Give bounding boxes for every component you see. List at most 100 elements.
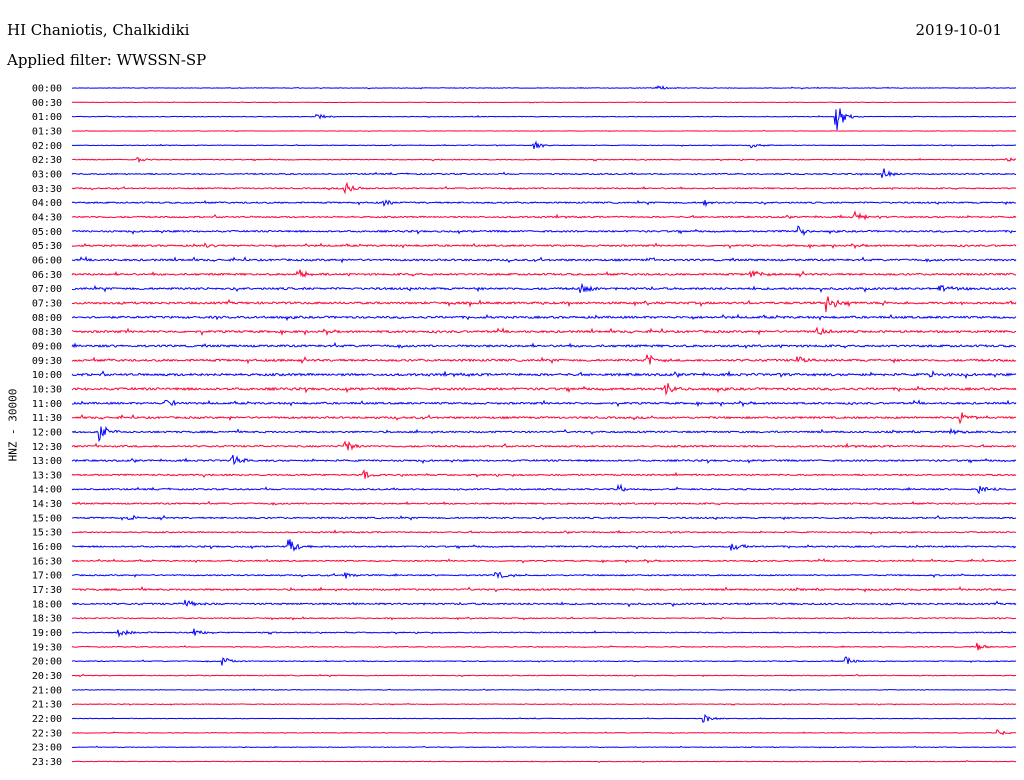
- trace-2200: [71, 713, 1017, 723]
- trace-1130: [71, 412, 1017, 425]
- row-label-2030: 20:30: [32, 671, 62, 682]
- trace-0430: [71, 210, 1017, 221]
- trace-1600: [71, 539, 1017, 552]
- filter-label: Applied filter: WWSSN-SP: [7, 51, 207, 69]
- seismic-traces: [71, 85, 1017, 764]
- row-label-1930: 19:30: [32, 642, 62, 653]
- row-label-1830: 18:30: [32, 614, 62, 625]
- row-label-1530: 15:30: [32, 528, 62, 539]
- trace-1830: [71, 616, 1017, 621]
- trace-1030: [71, 383, 1017, 396]
- row-label-2200: 22:00: [32, 714, 62, 725]
- row-label-1630: 16:30: [32, 556, 62, 567]
- row-label-1330: 13:30: [32, 470, 62, 481]
- trace-0830: [71, 326, 1017, 337]
- row-label-1500: 15:00: [32, 513, 62, 524]
- row-label-1700: 17:00: [32, 571, 62, 582]
- row-label-0830: 08:30: [32, 327, 62, 338]
- trace-0400: [71, 199, 1017, 208]
- trace-1430: [71, 500, 1017, 506]
- trace-1500: [71, 514, 1017, 521]
- trace-1330: [71, 469, 1017, 479]
- row-label-2000: 20:00: [32, 657, 62, 668]
- trace-2230: [71, 729, 1017, 736]
- row-label-0130: 01:30: [32, 126, 62, 137]
- row-label-1900: 19:00: [32, 628, 62, 639]
- row-label-0930: 09:30: [32, 356, 62, 367]
- row-label-0330: 03:30: [32, 184, 62, 195]
- trace-0900: [71, 341, 1017, 350]
- trace-1200: [71, 425, 1017, 443]
- row-label-2100: 21:00: [32, 685, 62, 696]
- trace-1930: [71, 642, 1017, 651]
- row-label-0700: 07:00: [32, 284, 62, 295]
- trace-1400: [71, 483, 1017, 495]
- trace-0800: [71, 313, 1017, 322]
- row-label-0200: 02:00: [32, 141, 62, 152]
- trace-0930: [71, 354, 1017, 365]
- row-label-0100: 01:00: [32, 112, 62, 123]
- row-label-0730: 07:30: [32, 298, 62, 309]
- trace-2100: [71, 688, 1017, 692]
- row-label-2230: 22:30: [32, 728, 62, 739]
- row-label-1200: 12:00: [32, 427, 62, 438]
- row-label-1600: 16:00: [32, 542, 62, 553]
- row-label-1800: 18:00: [32, 599, 62, 610]
- trace-0730: [71, 296, 1017, 313]
- row-label-0800: 08:00: [32, 313, 62, 324]
- trace-0300: [71, 168, 1017, 178]
- trace-0600: [71, 255, 1017, 264]
- station-title: HI Chaniotis, Chalkidiki: [7, 21, 190, 39]
- row-label-0900: 09:00: [32, 341, 62, 352]
- trace-1300: [71, 454, 1017, 466]
- trace-1900: [71, 628, 1017, 638]
- date-label: 2019-10-01: [915, 21, 1002, 39]
- trace-0330: [71, 181, 1017, 195]
- trace-1230: [71, 440, 1017, 451]
- row-label-0500: 05:00: [32, 227, 62, 238]
- row-label-0030: 00:30: [32, 98, 62, 109]
- row-label-0630: 06:30: [32, 270, 62, 281]
- row-label-0530: 05:30: [32, 241, 62, 252]
- row-label-2300: 23:00: [32, 743, 62, 754]
- row-time-labels: 00:00 00:30 01:00 01:30 02:00 02:30 03:00 03:30…: [32, 84, 62, 769]
- trace-0700: [71, 282, 1017, 293]
- row-label-1730: 17:30: [32, 585, 62, 596]
- trace-1700: [71, 571, 1017, 580]
- row-label-0230: 02:30: [32, 155, 62, 166]
- trace-1730: [71, 585, 1017, 593]
- trace-2300: [71, 745, 1017, 749]
- trace-0200: [71, 140, 1017, 150]
- trace-0630: [71, 269, 1017, 278]
- row-label-0600: 06:00: [32, 255, 62, 266]
- row-label-1400: 14:00: [32, 485, 62, 496]
- row-label-1300: 13:00: [32, 456, 62, 467]
- trace-1800: [71, 599, 1017, 608]
- trace-0500: [71, 225, 1017, 237]
- trace-0130: [71, 129, 1017, 133]
- trace-1530: [71, 529, 1017, 535]
- row-label-1130: 11:30: [32, 413, 62, 424]
- trace-2030: [71, 673, 1017, 678]
- trace-0030: [71, 101, 1017, 104]
- row-label-0430: 04:30: [32, 212, 62, 223]
- trace-0100: [71, 108, 1017, 131]
- trace-2130: [72, 703, 1017, 706]
- row-label-1100: 11:00: [32, 399, 62, 410]
- trace-2000: [71, 656, 1017, 666]
- row-label-2330: 23:30: [32, 757, 62, 768]
- row-label-1000: 10:00: [32, 370, 62, 381]
- trace-0000: [71, 85, 1017, 90]
- trace-0230: [71, 156, 1017, 164]
- trace-1000: [71, 369, 1017, 380]
- row-label-1030: 10:30: [32, 384, 62, 395]
- trace-0530: [71, 242, 1017, 250]
- row-label-2130: 21:30: [32, 700, 62, 711]
- trace-2330: [71, 760, 1017, 764]
- row-label-0300: 03:00: [32, 169, 62, 180]
- trace-1630: [71, 558, 1017, 564]
- row-label-1230: 12:30: [32, 442, 62, 453]
- row-label-0400: 04:00: [32, 198, 62, 209]
- row-label-0000: 00:00: [32, 84, 62, 95]
